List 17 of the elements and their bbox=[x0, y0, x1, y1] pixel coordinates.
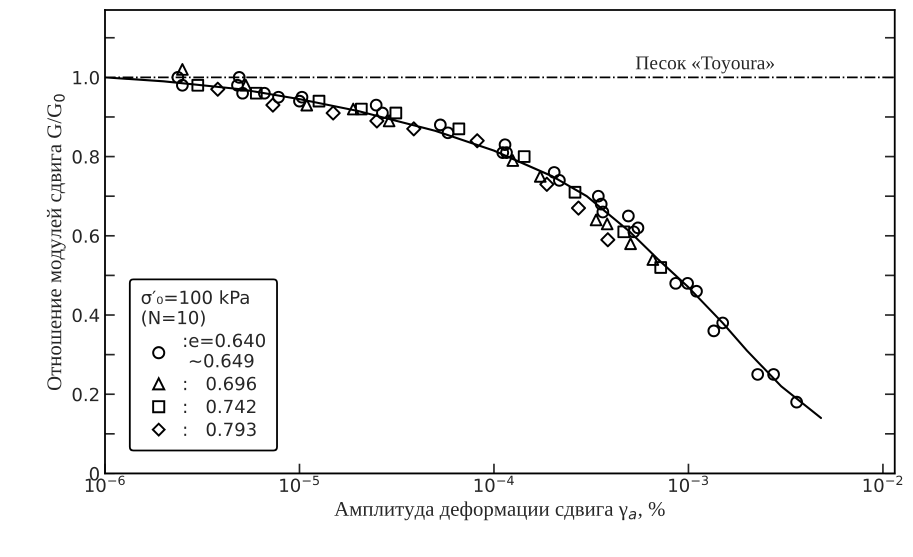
legend-label: : 0.742 bbox=[184, 400, 256, 414]
x-tick-label: 10$^{−5}$ bbox=[280, 476, 319, 492]
y-tick-label: 0.6 bbox=[72, 229, 99, 243]
legend-title: σ′₀=100 kPa (N=10) bbox=[142, 290, 249, 327]
x-axis-title: Амплитуда деформации сдвига γ$_{a}$, % bbox=[334, 501, 665, 520]
x-tick-label: 10$^{−4}$ bbox=[474, 476, 514, 492]
ref-line-label: Песок «Toyoura» bbox=[636, 56, 774, 74]
legend-label: : 0.696 bbox=[184, 376, 256, 390]
y-tick-label: 0.4 bbox=[72, 308, 100, 322]
legend-label: :e=0.640 ~0.649 bbox=[184, 334, 265, 368]
legend-label: : 0.793 bbox=[184, 422, 256, 436]
x-tick-label: 10$^{−3}$ bbox=[669, 476, 708, 492]
y-tick-label: 0.2 bbox=[72, 388, 98, 402]
y-tick-label: 1.0 bbox=[73, 70, 99, 84]
y-axis-title: Отношение модулей сдвига G/G$_{0}$ bbox=[46, 94, 66, 390]
x-tick-label: 10$^{−2}$ bbox=[864, 476, 902, 492]
y-tick-label: 0.8 bbox=[72, 150, 99, 164]
